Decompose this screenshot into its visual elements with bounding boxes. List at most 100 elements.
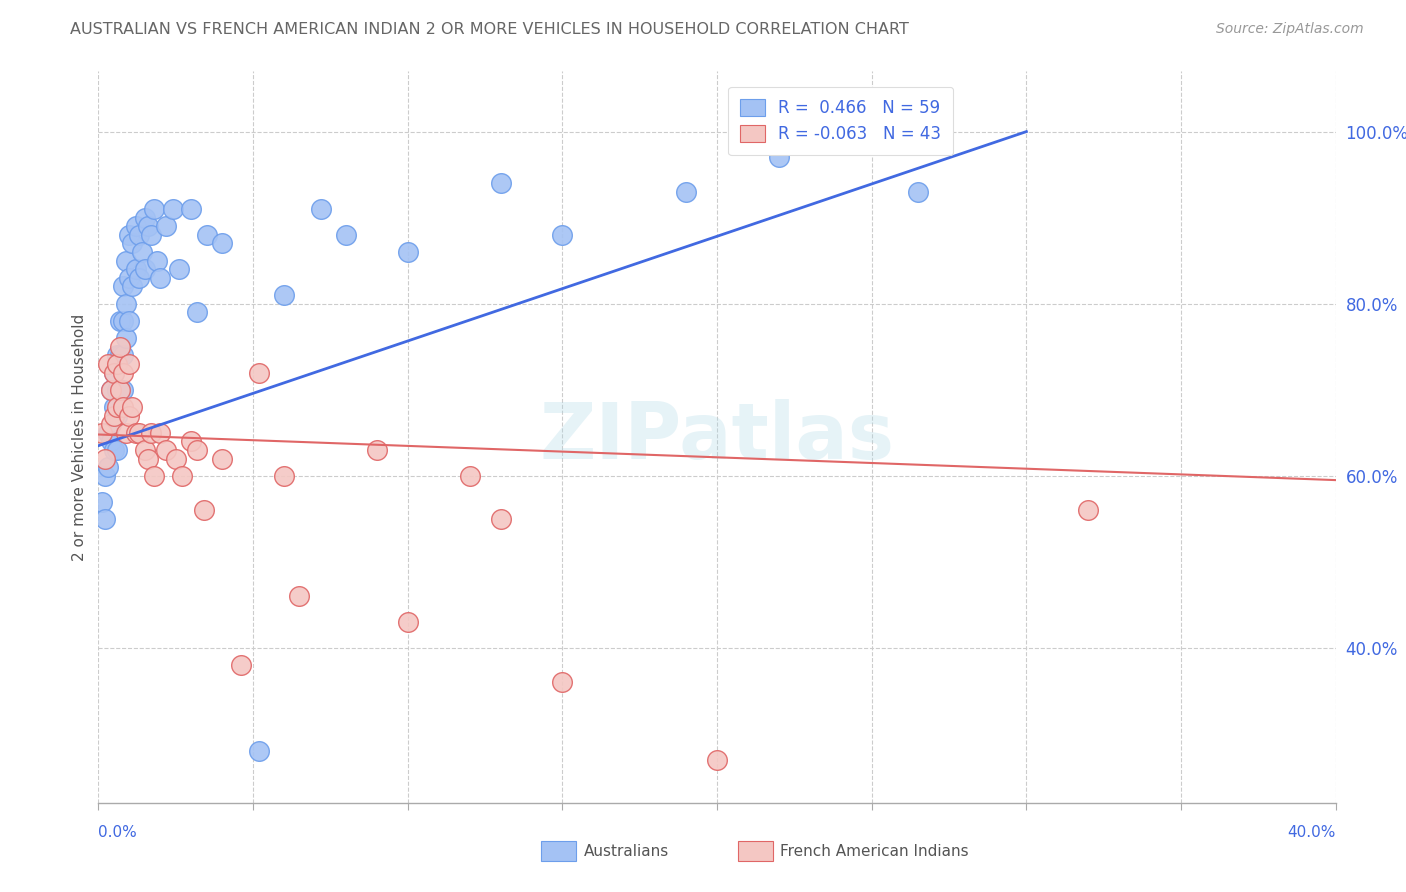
Point <box>335 227 357 242</box>
Point <box>121 279 143 293</box>
Point <box>115 425 138 440</box>
Point <box>108 383 131 397</box>
Point <box>118 409 141 423</box>
Point <box>186 442 208 457</box>
Point <box>247 744 270 758</box>
Point <box>273 468 295 483</box>
Point <box>136 219 159 234</box>
Text: 40.0%: 40.0% <box>1288 825 1336 840</box>
Point <box>118 357 141 371</box>
Point <box>100 417 122 432</box>
Point <box>105 409 128 423</box>
Point <box>112 366 135 380</box>
Point <box>489 176 512 190</box>
Point <box>105 357 128 371</box>
Point <box>143 468 166 483</box>
Point <box>112 383 135 397</box>
Text: 0.0%: 0.0% <box>98 825 138 840</box>
Point <box>193 503 215 517</box>
Point <box>103 400 125 414</box>
Point <box>108 348 131 362</box>
Point <box>105 383 128 397</box>
Point <box>115 331 138 345</box>
Text: AUSTRALIAN VS FRENCH AMERICAN INDIAN 2 OR MORE VEHICLES IN HOUSEHOLD CORRELATION: AUSTRALIAN VS FRENCH AMERICAN INDIAN 2 O… <box>70 22 910 37</box>
Point <box>366 442 388 457</box>
Point <box>155 442 177 457</box>
Point <box>180 202 202 216</box>
Point <box>108 340 131 354</box>
Point <box>860 125 883 139</box>
Point <box>105 348 128 362</box>
Point <box>128 425 150 440</box>
Point <box>121 400 143 414</box>
Point <box>396 245 419 260</box>
Point <box>134 211 156 225</box>
Point <box>165 451 187 466</box>
Point <box>128 271 150 285</box>
Point <box>170 468 193 483</box>
Point <box>136 451 159 466</box>
Point <box>396 615 419 629</box>
Point <box>162 202 184 216</box>
Point <box>118 314 141 328</box>
Point <box>103 442 125 457</box>
Point <box>108 383 131 397</box>
Point <box>134 442 156 457</box>
Point <box>186 305 208 319</box>
Point <box>100 383 122 397</box>
Point <box>288 589 311 603</box>
Point <box>211 451 233 466</box>
Point <box>97 425 120 440</box>
Point <box>124 262 146 277</box>
Point <box>907 185 929 199</box>
Point <box>309 202 332 216</box>
Point <box>273 288 295 302</box>
Point <box>139 227 162 242</box>
Y-axis label: 2 or more Vehicles in Household: 2 or more Vehicles in Household <box>72 313 87 561</box>
Point <box>118 271 141 285</box>
Point <box>551 675 574 690</box>
Point <box>115 296 138 310</box>
Point <box>112 279 135 293</box>
Point <box>551 227 574 242</box>
Text: French American Indians: French American Indians <box>780 845 969 859</box>
Point <box>100 383 122 397</box>
Point <box>131 245 153 260</box>
Point <box>103 409 125 423</box>
Point <box>134 262 156 277</box>
Point <box>155 219 177 234</box>
Point <box>97 357 120 371</box>
Point <box>180 434 202 449</box>
Point <box>195 227 218 242</box>
Point <box>108 314 131 328</box>
Point <box>211 236 233 251</box>
Point <box>103 366 125 380</box>
Point <box>167 262 190 277</box>
Point <box>128 227 150 242</box>
Point <box>124 425 146 440</box>
Point <box>103 366 125 380</box>
Point <box>93 512 115 526</box>
Point <box>706 753 728 767</box>
Point <box>97 460 120 475</box>
Legend: R =  0.466   N = 59, R = -0.063   N = 43: R = 0.466 N = 59, R = -0.063 N = 43 <box>728 87 953 155</box>
Point <box>1077 503 1099 517</box>
Point <box>149 271 172 285</box>
Point <box>112 314 135 328</box>
Text: Australians: Australians <box>583 845 669 859</box>
Point <box>112 400 135 414</box>
Text: ZIPatlas: ZIPatlas <box>540 399 894 475</box>
Text: Source: ZipAtlas.com: Source: ZipAtlas.com <box>1216 22 1364 37</box>
Point <box>247 366 270 380</box>
Point <box>115 253 138 268</box>
Point <box>121 236 143 251</box>
Point <box>93 468 115 483</box>
Point <box>139 425 162 440</box>
Point <box>118 227 141 242</box>
Point <box>93 451 115 466</box>
Point <box>146 253 169 268</box>
Point <box>105 400 128 414</box>
Point <box>149 425 172 440</box>
Point <box>112 348 135 362</box>
Point <box>489 512 512 526</box>
